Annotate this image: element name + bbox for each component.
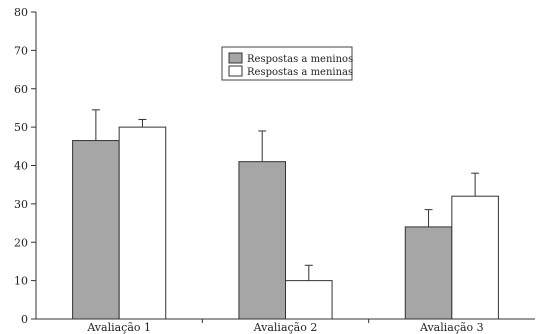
y-axis-ticks: 0 10 20 30 40 50 60 70 80 bbox=[14, 6, 36, 326]
legend-swatch-meninos bbox=[228, 52, 243, 64]
bar-meninas bbox=[118, 126, 167, 320]
bar-meninos bbox=[238, 161, 286, 320]
y-tick-label: 20 bbox=[14, 236, 28, 249]
y-tick-label: 50 bbox=[14, 121, 28, 134]
y-tick-label: 60 bbox=[14, 83, 28, 96]
bar-meninos bbox=[72, 140, 120, 320]
legend-label-meninas: Respostas a meninas bbox=[247, 67, 353, 78]
bar-meninas bbox=[285, 280, 333, 320]
legend-box bbox=[221, 46, 353, 81]
legend-label-meninos: Respostas a meninos bbox=[247, 54, 353, 65]
x-axis-ticks: Avaliação 1 Avaliação 2 Avaliação 3 bbox=[86, 319, 484, 334]
y-tick-label: 30 bbox=[14, 198, 28, 211]
bars-group bbox=[72, 126, 499, 320]
error-bars-group bbox=[91, 109, 480, 281]
bar-meninos bbox=[404, 226, 453, 320]
bar-meninas bbox=[451, 195, 499, 320]
x-tick-label: Avaliação 1 bbox=[86, 321, 151, 334]
y-tick-label: 0 bbox=[21, 313, 28, 326]
legend-swatch-meninas bbox=[228, 65, 243, 77]
legend: Respostas a meninos Respostas a meninas bbox=[221, 46, 353, 81]
y-tick-label: 70 bbox=[14, 44, 28, 57]
y-tick-label: 10 bbox=[14, 275, 28, 288]
y-tick-label: 80 bbox=[14, 6, 28, 19]
x-tick-label: Avaliação 3 bbox=[419, 321, 484, 334]
y-tick-label: 40 bbox=[14, 160, 28, 173]
x-tick-label: Avaliação 2 bbox=[253, 321, 318, 334]
